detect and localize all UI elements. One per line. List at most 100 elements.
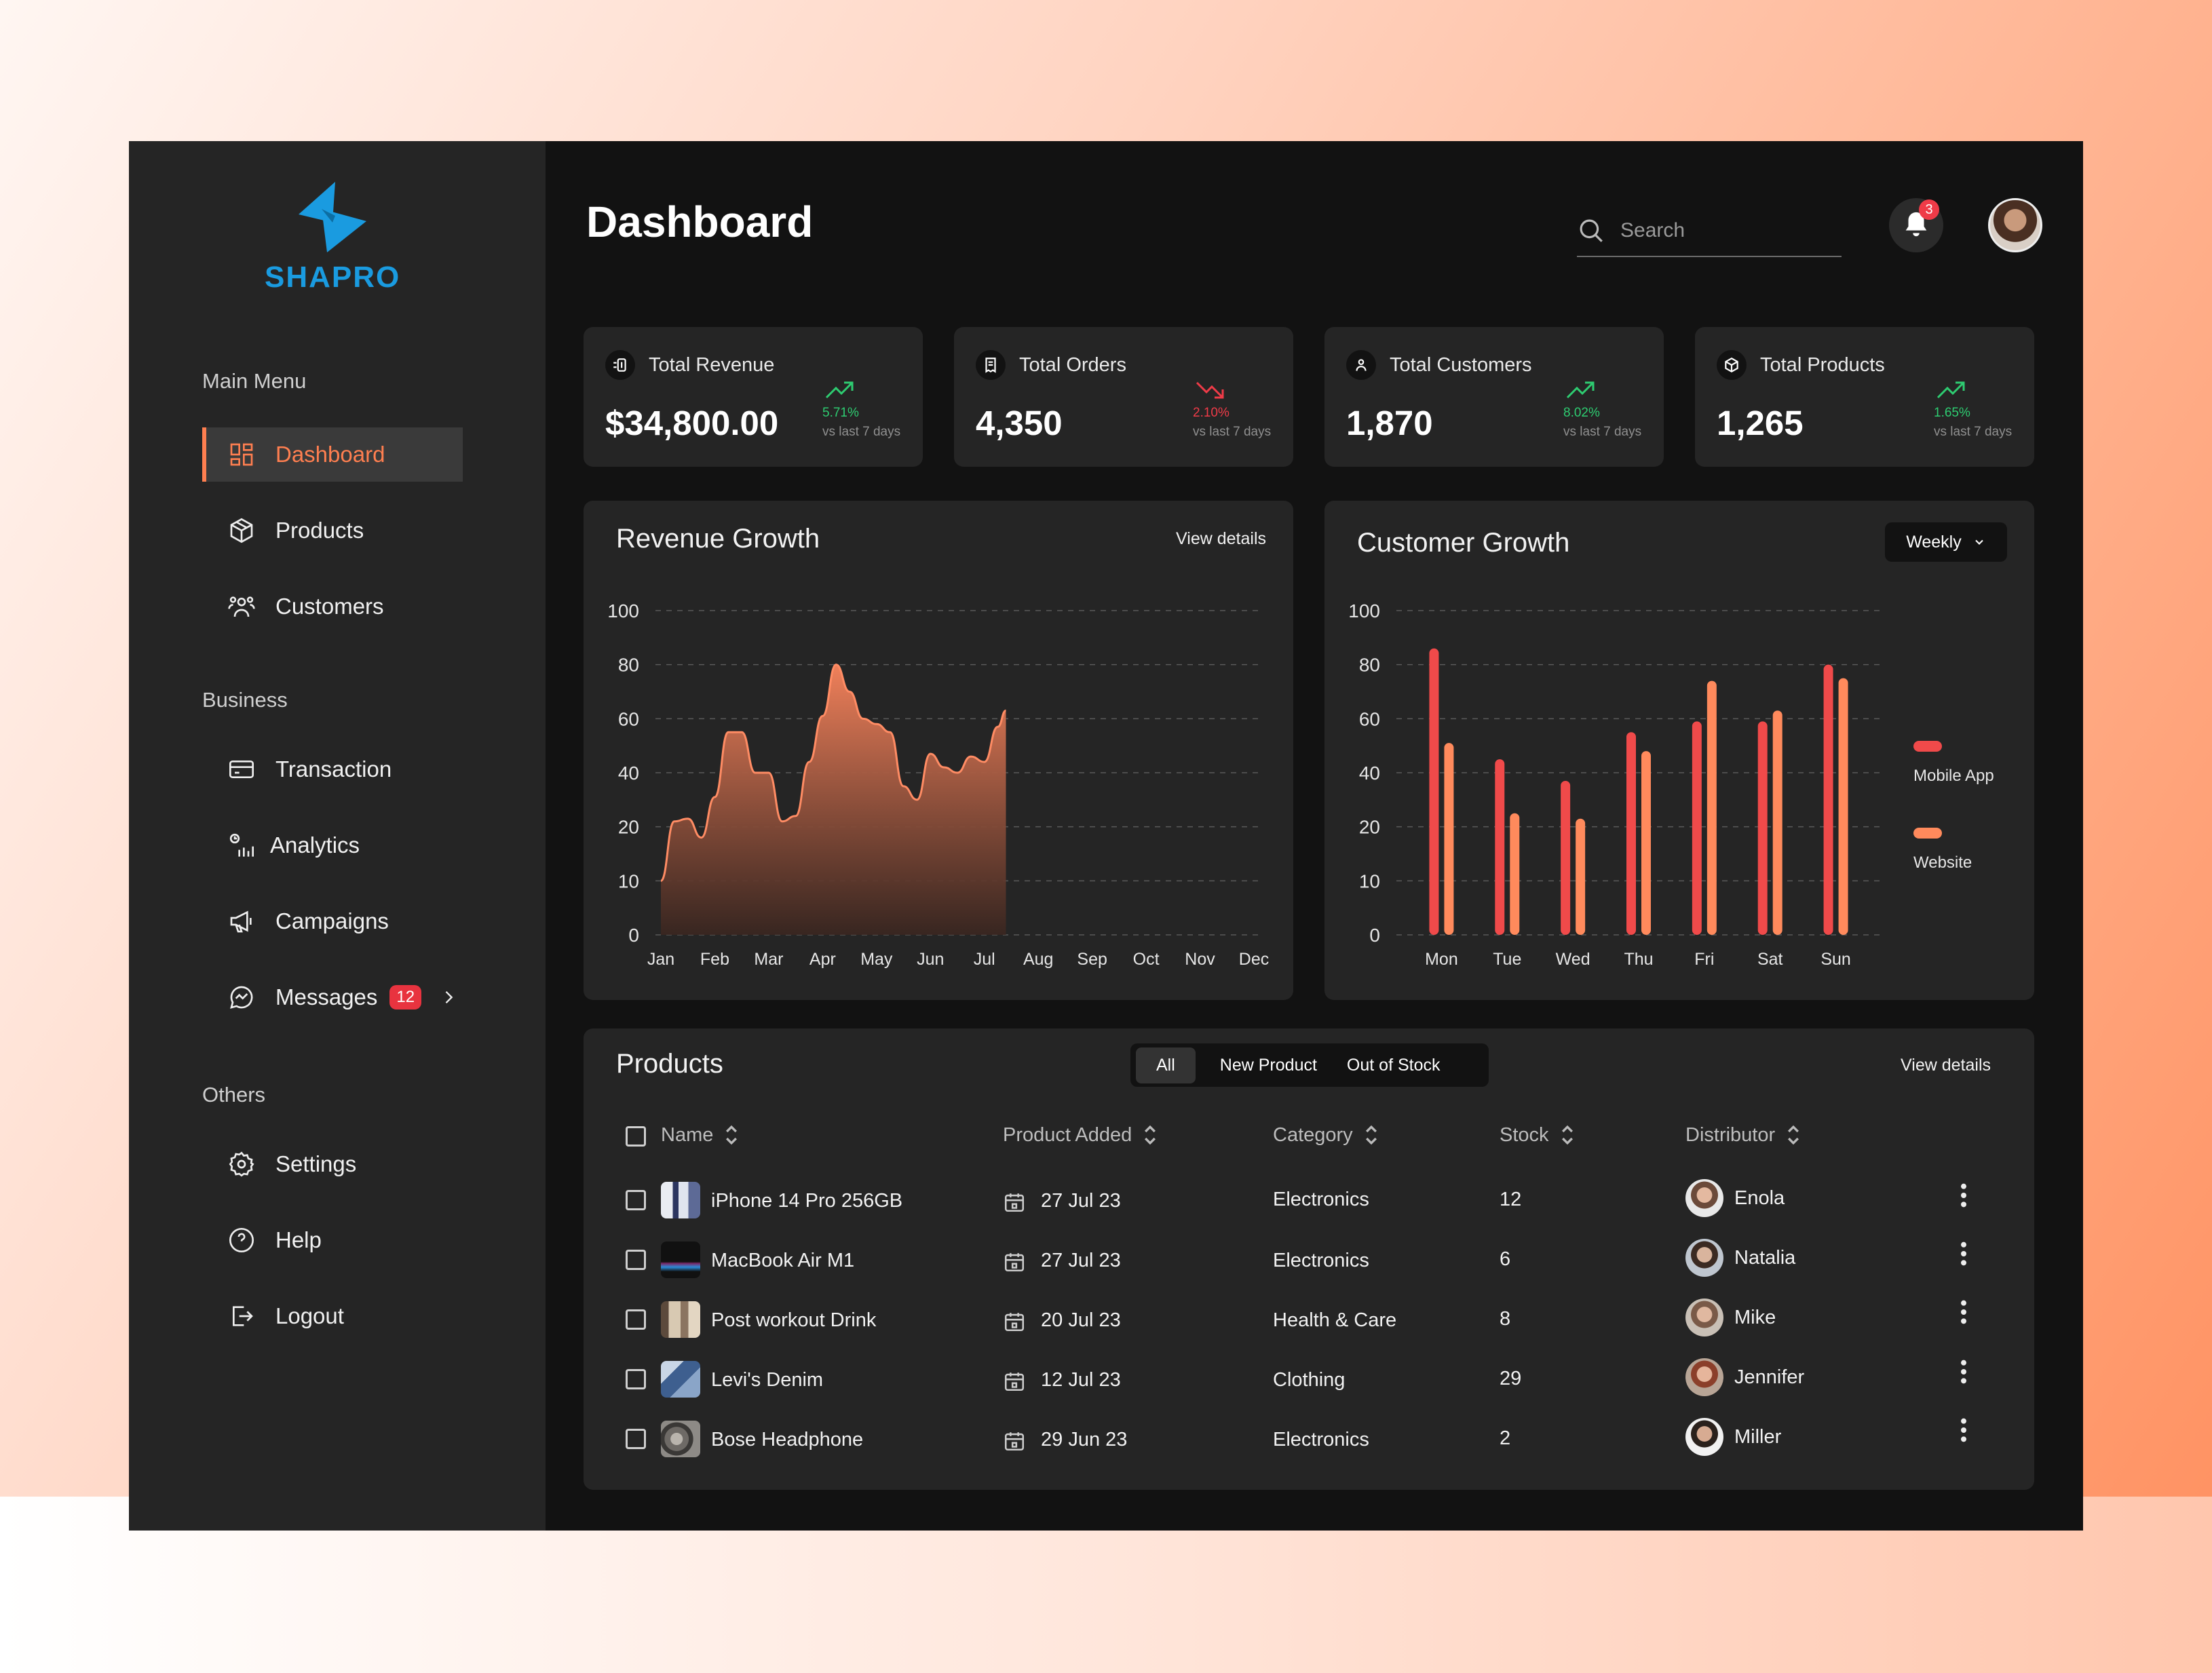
period-select[interactable]: Weekly [1885,522,2007,562]
stat-value: $34,800.00 [605,404,779,442]
revenue-line [660,664,1007,882]
row-checkbox[interactable] [626,1369,646,1389]
row-checkbox[interactable] [626,1250,646,1270]
x-tick-label: Jun [917,950,944,969]
sidebar-item-label: Campaigns [275,908,389,934]
bar-website [1838,678,1848,935]
product-stock: 29 [1500,1368,1522,1389]
row-checkbox[interactable] [626,1309,646,1330]
search-input[interactable] [1619,218,1825,243]
more-options-icon[interactable] [1960,1182,1968,1209]
sidebar-item-label: Products [275,518,364,543]
search-bar[interactable] [1577,206,1842,257]
box-icon [227,516,256,545]
customer-title: Customer Growth [1357,528,1570,558]
stat-value: 1,870 [1346,404,1433,442]
sidebar-item-transaction[interactable]: Transaction [202,742,459,796]
select-all-checkbox[interactable] [626,1126,646,1147]
bar-mobile-app [1823,664,1833,935]
trend-up-icon [1566,381,1595,399]
tab-all[interactable]: All [1136,1047,1196,1083]
sidebar-item-customers[interactable]: Customers [202,579,459,634]
bar-website [1510,813,1520,935]
product-category: Clothing [1273,1369,1346,1391]
notification-button[interactable]: 3 [1889,198,1943,252]
bar-mobile-app [1626,732,1636,935]
column-header-product-added[interactable]: Product Added [1003,1123,1159,1147]
column-label: Name [661,1123,714,1146]
legend-label: Mobile App [1913,767,1994,785]
product-category: Electronics [1273,1189,1369,1210]
column-header-distributor[interactable]: Distributor [1685,1123,1802,1147]
customer-growth-card: Customer Growth Weekly 0 10 20 40 60 80 100 Mon… [1324,501,2034,1000]
column-header-category[interactable]: Category [1273,1123,1380,1147]
product-added: 27 Jul 23 [1041,1250,1121,1271]
legend-swatch [1913,741,1942,752]
stat-sub: vs last 7 days [1563,425,1642,439]
user-avatar[interactable] [1988,198,2042,252]
brand-logo[interactable]: SHAPRO [265,182,400,294]
product-category: Electronics [1273,1429,1369,1450]
sidebar-item-help[interactable]: Help [202,1213,459,1267]
period-select-value: Weekly [1906,532,1962,552]
distributor-avatar [1685,1418,1723,1456]
x-tick-label: Nov [1185,950,1215,969]
product-stock: 2 [1500,1427,1511,1449]
y-tick-label: 40 [1359,763,1380,784]
stat-label: Total Customers [1390,353,1532,376]
sidebar-item-logout[interactable]: Logout [202,1289,459,1343]
sort-icon [726,1125,738,1145]
tab-out-of-stock[interactable]: Out of Stock [1346,1055,1441,1075]
legend-mobile-app: Mobile App [1913,741,1994,786]
more-options-icon[interactable] [1960,1417,1968,1444]
sidebar-item-label: Messages [275,984,378,1009]
product-added: 20 Jul 23 [1041,1309,1121,1331]
x-tick-label: Dec [1239,950,1269,969]
y-tick-label: 60 [618,708,639,729]
product-added: 27 Jul 23 [1041,1190,1121,1212]
sidebar-item-analytics[interactable]: Analytics [202,818,459,872]
more-options-icon[interactable] [1960,1358,1968,1385]
sidebar-item-dashboard[interactable]: Dashboard [202,427,463,482]
distributor-avatar [1685,1299,1723,1337]
product-name[interactable]: Bose Headphone [711,1429,864,1450]
product-thumbnail [661,1242,700,1278]
product-added: 29 Jun 23 [1041,1429,1128,1450]
product-name[interactable]: Levi's Denim [711,1369,824,1391]
trend-up-icon [1937,381,1965,399]
distributor-name: Mike [1734,1307,1776,1328]
column-header-name[interactable]: Name [661,1123,740,1147]
product-name[interactable]: MacBook Air M1 [711,1250,855,1271]
bar-website [1641,751,1651,935]
revenue-chart: 0 10 20 40 60 80 100 Jan Feb Mar Apr May Jun Jul Aug Se… [607,600,1269,969]
product-thumbnail [661,1182,700,1218]
column-label: Product Added [1003,1123,1132,1146]
distributor-avatar [1685,1358,1723,1396]
card-icon [227,754,256,784]
stat-card-products: Total Products 1,265 1.65% vs last 7 day… [1695,327,2034,467]
column-header-stock[interactable]: Stock [1500,1123,1576,1147]
y-tick-label: 10 [1359,870,1380,891]
more-options-icon[interactable] [1960,1299,1968,1326]
sidebar-item-settings[interactable]: Settings [202,1137,459,1191]
bar-mobile-app [1757,721,1768,935]
more-options-icon[interactable] [1960,1240,1968,1267]
sidebar-item-messages[interactable]: Messages 12 [202,970,459,1024]
stat-value: 1,265 [1717,404,1804,442]
chevron-right-icon[interactable] [439,988,458,1007]
legend-swatch [1913,828,1942,839]
x-tick-label: Feb [700,950,729,969]
revenue-view-details-link[interactable]: View details [1176,529,1266,548]
stat-label: Total Revenue [649,353,775,376]
products-view-details-link[interactable]: View details [1901,1056,1991,1075]
tab-new-product[interactable]: New Product [1219,1055,1317,1075]
sidebar-item-campaigns[interactable]: Campaigns [202,894,459,948]
product-category: Health & Care [1273,1309,1397,1331]
distributor-avatar [1685,1239,1723,1277]
row-checkbox[interactable] [626,1429,646,1449]
product-name[interactable]: Post workout Drink [711,1309,877,1331]
product-name[interactable]: iPhone 14 Pro 256GB [711,1190,903,1212]
sidebar-item-products[interactable]: Products [202,503,459,558]
stat-pct: 2.10% [1193,406,1229,420]
row-checkbox[interactable] [626,1190,646,1210]
